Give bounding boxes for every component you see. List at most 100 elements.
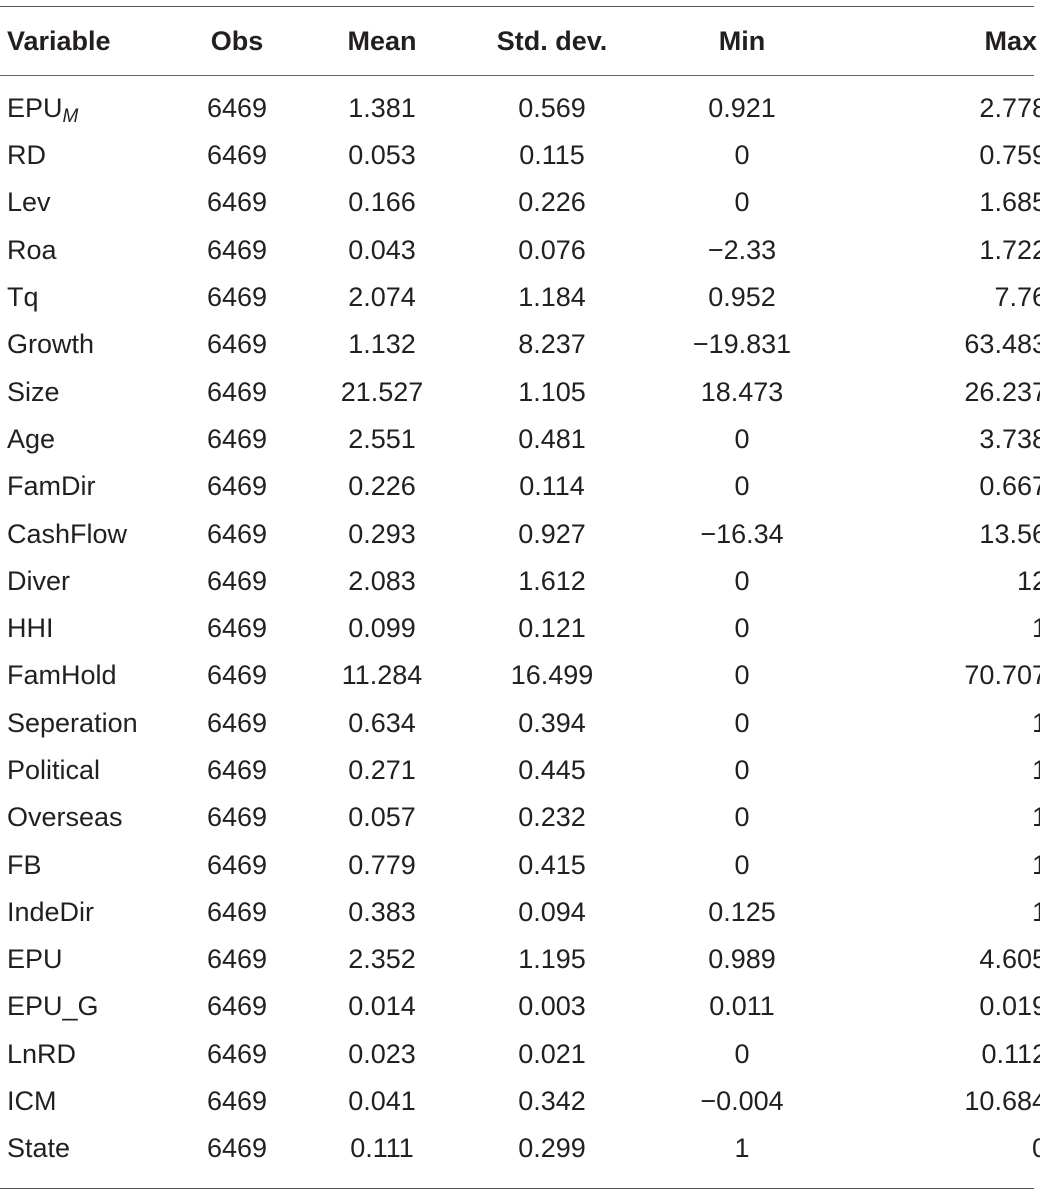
cell-obs-text: 6469 bbox=[206, 92, 268, 123]
cell-min: 18.473 bbox=[647, 368, 837, 415]
header-obs: Obs bbox=[210, 25, 264, 56]
cell-min-text: 0 bbox=[734, 565, 750, 596]
cell-obs-text: 6469 bbox=[206, 896, 268, 927]
cell-std-dev-text: 0.342 bbox=[518, 1086, 586, 1117]
cell-mean: 0.779 bbox=[307, 841, 457, 888]
cell-max: 3.738 bbox=[837, 416, 1040, 463]
cell-obs-text: 6469 bbox=[206, 234, 268, 265]
cell-mean-text: 0.023 bbox=[348, 1038, 416, 1069]
cell-min: 0 bbox=[647, 794, 837, 841]
cell-std-dev-text: 0.299 bbox=[518, 1133, 586, 1164]
cell-mean-text: 0.226 bbox=[348, 471, 416, 502]
cell-max: 0.019 bbox=[837, 983, 1040, 1030]
cell-min: 0 bbox=[647, 605, 837, 652]
cell-std-dev: 0.342 bbox=[457, 1078, 647, 1125]
cell-min-text: 0 bbox=[734, 423, 750, 454]
table-row: ICM 6469 0.041 0.342 −0.004 10.684 bbox=[0, 1078, 1040, 1125]
cell-obs: 6469 bbox=[167, 368, 307, 415]
cell-min-text: 0.952 bbox=[708, 282, 776, 313]
cell-min: 0.952 bbox=[647, 274, 837, 321]
cell-std-dev: 0.094 bbox=[457, 889, 647, 936]
cell-max-text: 1 bbox=[1031, 849, 1040, 880]
cell-max: 1 bbox=[837, 794, 1040, 841]
cell-max-text: 1 bbox=[1031, 707, 1040, 738]
cell-variable: Seperation bbox=[0, 700, 167, 747]
cell-std-dev: 0.021 bbox=[457, 1031, 647, 1078]
cell-variable-text: State bbox=[7, 1133, 71, 1164]
cell-max: 1.685 bbox=[837, 179, 1040, 226]
cell-std-dev-text: 0.115 bbox=[519, 140, 585, 171]
table-row: EPUM 6469 1.381 0.569 0.921 2.778 bbox=[0, 74, 1040, 132]
cell-mean-text: 0.634 bbox=[348, 707, 416, 738]
cell-variable: State bbox=[0, 1125, 167, 1172]
cell-obs: 6469 bbox=[167, 1078, 307, 1125]
cell-max: 2.778 bbox=[837, 74, 1040, 132]
top-rule bbox=[0, 6, 1034, 7]
header-row: Variable Obs Mean Std. dev. Min Max bbox=[0, 8, 1040, 74]
cell-min: 0 bbox=[647, 179, 837, 226]
cell-mean-text: 0.166 bbox=[348, 187, 416, 218]
table-row: Size 6469 21.527 1.105 18.473 26.237 bbox=[0, 368, 1040, 415]
cell-obs-text: 6469 bbox=[206, 1133, 268, 1164]
cell-mean: 1.132 bbox=[307, 321, 457, 368]
cell-max: 0.112 bbox=[837, 1031, 1040, 1078]
table-row: FamHold 6469 11.284 16.499 0 70.707 bbox=[0, 652, 1040, 699]
cell-obs: 6469 bbox=[167, 652, 307, 699]
cell-obs: 6469 bbox=[167, 74, 307, 132]
header-mean: Mean bbox=[347, 25, 417, 56]
cell-mean: 0.099 bbox=[307, 605, 457, 652]
cell-variable-text: IndeDir bbox=[7, 896, 95, 927]
cell-variable: FB bbox=[0, 841, 167, 888]
header-max: Max bbox=[984, 25, 1037, 56]
table-row: Age 6469 2.551 0.481 0 3.738 bbox=[0, 416, 1040, 463]
cell-std-dev: 0.121 bbox=[457, 605, 647, 652]
cell-obs-text: 6469 bbox=[206, 1086, 268, 1117]
cell-mean-text: 0.779 bbox=[348, 849, 416, 880]
cell-mean: 0.023 bbox=[307, 1031, 457, 1078]
cell-variable: Tq bbox=[0, 274, 167, 321]
cell-min-text: −2.33 bbox=[707, 234, 777, 265]
stats-table: Variable Obs Mean Std. dev. Min Max EPU M… bbox=[0, 8, 1040, 1173]
cell-obs: 6469 bbox=[167, 1031, 307, 1078]
cell-std-dev-text: 0.003 bbox=[518, 991, 586, 1022]
cell-min: −16.34 bbox=[647, 510, 837, 557]
cell-obs: 6469 bbox=[167, 983, 307, 1030]
cell-mean-text: 0.271 bbox=[348, 755, 416, 785]
cell-min: −0.004 bbox=[647, 1078, 837, 1125]
cell-obs-text: 6469 bbox=[206, 423, 268, 454]
cell-max-text: 63.483 bbox=[964, 329, 1040, 360]
table-row: HHI 6469 0.099 0.121 0 1 bbox=[0, 605, 1040, 652]
cell-mean-text: 0.053 bbox=[348, 140, 416, 171]
cell-variable-text: FamHold bbox=[7, 660, 117, 691]
cell-min-text: 0.921 bbox=[708, 92, 776, 123]
cell-variable-text: ICM bbox=[7, 1086, 57, 1117]
cell-std-dev-text: 0.121 bbox=[518, 613, 586, 644]
cell-min: 0 bbox=[647, 841, 837, 888]
cell-variable-text: Lev bbox=[7, 187, 51, 218]
cell-obs-text: 6469 bbox=[206, 329, 268, 360]
cell-min-text: 1 bbox=[734, 1133, 750, 1164]
cell-mean: 0.166 bbox=[307, 179, 457, 226]
cell-variable-text: EPU bbox=[7, 92, 63, 123]
cell-std-dev-text: 8.237 bbox=[518, 329, 586, 360]
table-row: RD 6469 0.053 0.115 0 0.759 bbox=[0, 132, 1040, 179]
table-body: EPUM 6469 1.381 0.569 0.921 2.778 RD 6469 0.053 0… bbox=[0, 74, 1040, 1173]
cell-std-dev-text: 1.195 bbox=[518, 944, 586, 975]
cell-max: 13.56 bbox=[837, 510, 1040, 557]
cell-std-dev-text: 0.076 bbox=[518, 234, 586, 265]
cell-std-dev: 0.076 bbox=[457, 227, 647, 274]
cell-max-text: 0.667 bbox=[979, 471, 1040, 502]
cell-std-dev: 8.237 bbox=[457, 321, 647, 368]
cell-obs-text: 6469 bbox=[206, 187, 268, 218]
cell-mean-text: 1.132 bbox=[348, 329, 416, 360]
cell-obs: 6469 bbox=[167, 179, 307, 226]
cell-variable-text: EPU bbox=[7, 944, 63, 975]
table-row: Diver 6469 2.083 1.612 0 12 bbox=[0, 558, 1040, 605]
table-row: LnRD 6469 0.023 0.021 0 0.112 bbox=[0, 1031, 1040, 1078]
cell-mean: 11.284 bbox=[307, 652, 457, 699]
cell-obs-text: 6469 bbox=[206, 140, 268, 171]
cell-mean-text: 0.099 bbox=[348, 613, 416, 644]
cell-min-text: 0 bbox=[734, 1038, 750, 1069]
cell-max: 0.667 bbox=[837, 463, 1040, 510]
cell-min-text: −16.34 bbox=[700, 518, 784, 549]
